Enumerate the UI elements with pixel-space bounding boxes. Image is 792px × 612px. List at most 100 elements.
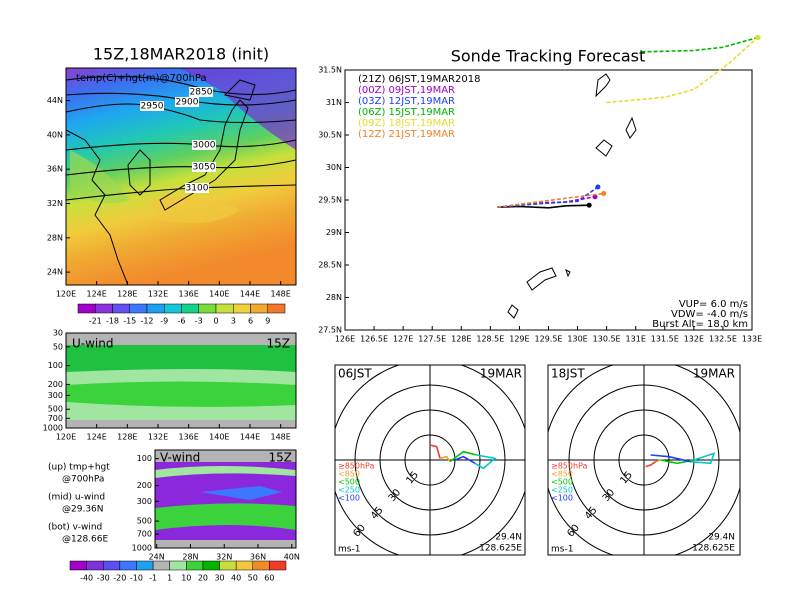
- hodo-lon: 128.625E: [479, 544, 522, 554]
- legend-entry: (09Z) 18JST,19MAR: [358, 118, 455, 129]
- contour-label: 2900: [175, 97, 199, 108]
- y-tick-label: 50: [53, 342, 63, 351]
- info: VUP= 6.0 m/s: [679, 299, 748, 310]
- contour-label: 2850: [189, 87, 213, 98]
- hodo-lon: 128.625E: [692, 544, 735, 554]
- colorbar-box: [269, 560, 287, 571]
- colorbar-label: -21: [89, 317, 102, 326]
- x-tick-label: 120E: [56, 433, 76, 442]
- hodo-date: 19MAR: [693, 367, 735, 381]
- y-tick-label: 28.5N: [318, 261, 342, 270]
- legend-entry: (03Z) 12JST,19MAR: [358, 96, 455, 107]
- hodo-line: [474, 454, 497, 470]
- y-tick-label: 1000: [43, 424, 63, 433]
- y-tick-label: 700: [48, 414, 63, 423]
- contour-label-text: 2950: [141, 102, 164, 112]
- v-title: V-wind: [160, 451, 200, 465]
- v-frame: [154, 449, 297, 549]
- hodo-legend: <850: [338, 470, 360, 479]
- track-end: [601, 191, 607, 196]
- y-tick-label: 36N: [47, 165, 63, 174]
- contour-label-bg: [185, 183, 209, 193]
- colorbar-label: -15: [123, 317, 136, 326]
- x-tick-label: 128E: [451, 335, 471, 344]
- colorbar-label: -20: [113, 574, 126, 583]
- hodo-line: [439, 455, 451, 463]
- colorbar-label: 10: [181, 574, 191, 583]
- ring-label: 15: [618, 470, 635, 487]
- ring-label: 15: [404, 470, 421, 487]
- temp-label: temp(C)+hgt(m)@700hPa: [76, 73, 207, 84]
- hodo-lat: 29.4N: [495, 533, 522, 543]
- track-line: [641, 36, 759, 53]
- y-tick-label: 40N: [47, 130, 63, 139]
- note: @128.66E: [62, 535, 108, 545]
- ring: [618, 434, 670, 486]
- contour-label-bg: [140, 101, 164, 111]
- colorbar-label: -40: [80, 574, 93, 583]
- temp-frame: [65, 67, 297, 286]
- colorbar-box: [235, 560, 254, 571]
- x-tick-label: 24N: [149, 553, 165, 562]
- contour-label-bg: [175, 97, 199, 107]
- track-title: Sonde Tracking Forecast: [451, 47, 646, 66]
- hodo-line: [454, 455, 476, 465]
- track-end: [595, 184, 601, 190]
- y-tick-label: 30N: [326, 163, 342, 172]
- x-tick-label: 144E: [240, 290, 260, 299]
- colorbar-box: [169, 560, 187, 571]
- colorbar-box: [152, 560, 170, 571]
- x-tick-label: 32N: [216, 553, 232, 562]
- x-tick-label: 136E: [179, 290, 199, 299]
- colorbar-label: 0: [213, 317, 218, 326]
- hodo-legend: <250: [338, 486, 360, 495]
- colorbar-box: [202, 560, 220, 571]
- hodo-line: [429, 444, 441, 459]
- ring-label: 30: [387, 487, 404, 504]
- x-tick-label: 132E: [148, 290, 168, 299]
- hodo-line: [449, 450, 477, 463]
- contour-label-text: 3000: [193, 141, 216, 151]
- y-tick-label: 300: [137, 497, 152, 506]
- hodo-unit: ms-1: [338, 545, 360, 555]
- legend-entry: (00Z) 09JST,19MAR: [358, 85, 455, 96]
- colorbar-box: [112, 303, 130, 314]
- hodo-legend: <100: [338, 494, 360, 503]
- x-tick-label: 131.5E: [651, 335, 679, 344]
- legend-entry: (21Z) 06JST,19MAR2018: [358, 74, 480, 85]
- note: (bot) v-wind: [48, 523, 102, 533]
- v-field: [155, 450, 296, 548]
- track-line: [497, 192, 604, 208]
- track-end: [586, 202, 592, 208]
- colorbar-label: -9: [160, 317, 168, 326]
- contour-label-text: 3100: [186, 184, 209, 194]
- y-tick-label: 29N: [326, 228, 342, 237]
- hodo-legend: ≥850hPa: [551, 462, 588, 471]
- ring: [379, 409, 481, 511]
- colorbar-box: [252, 560, 270, 571]
- colorbar-box: [95, 303, 113, 314]
- hodo-legend: <500: [551, 478, 573, 487]
- x-tick-label: 132E: [148, 433, 168, 442]
- y-tick-label: 27.5N: [318, 326, 342, 335]
- colorbar-label: -1: [149, 574, 157, 583]
- y-tick-label: 28N: [326, 293, 342, 302]
- x-tick-label: 140E: [209, 290, 229, 299]
- x-tick-label: 136E: [179, 433, 199, 442]
- u-frame: [65, 332, 297, 429]
- colorbar-label: -10: [130, 574, 143, 583]
- y-tick-label: 31.5N: [318, 66, 342, 75]
- note: @29.36N: [62, 505, 104, 515]
- colorbar-label: 6: [248, 317, 253, 326]
- y-tick-label: 100: [137, 454, 152, 463]
- x-tick-label: 126E: [335, 335, 355, 344]
- colorbar-box: [129, 303, 148, 314]
- hodo-legend: <250: [551, 486, 573, 495]
- hodo-legend: ≥850hPa: [338, 462, 375, 471]
- y-tick-label: 500: [137, 517, 152, 526]
- y-tick-label: 30.5N: [318, 131, 342, 140]
- hodo-lat: 29.4N: [708, 533, 735, 543]
- x-tick-label: 36N: [250, 553, 266, 562]
